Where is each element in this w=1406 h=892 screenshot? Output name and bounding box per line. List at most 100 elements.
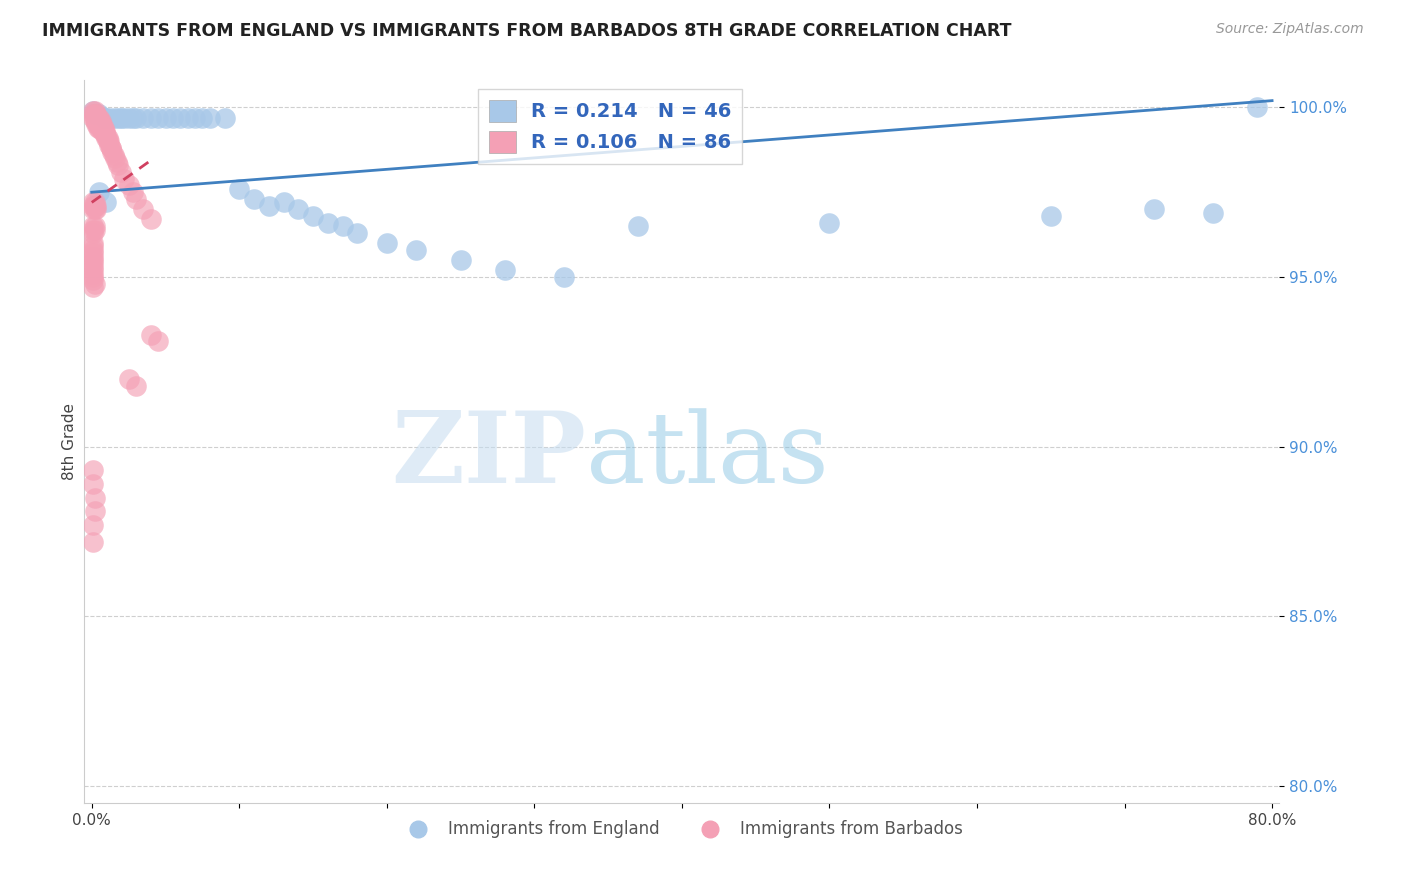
Point <box>98 137 121 152</box>
Point <box>1246 100 1268 114</box>
Point <box>1039 209 1062 223</box>
Point <box>83 103 105 118</box>
Point <box>100 141 122 155</box>
Point <box>90 117 112 131</box>
Point <box>155 111 177 125</box>
Point <box>87 117 110 131</box>
Point <box>83 195 105 210</box>
Point <box>375 236 398 251</box>
Point <box>82 273 104 287</box>
Point <box>87 120 110 135</box>
Point <box>87 185 110 199</box>
Point <box>98 111 121 125</box>
Point <box>82 107 104 121</box>
Legend: Immigrants from England, Immigrants from Barbados: Immigrants from England, Immigrants from… <box>395 814 969 845</box>
Point <box>125 378 148 392</box>
Point <box>87 107 110 121</box>
Point <box>82 236 104 251</box>
Point <box>82 195 104 210</box>
Point <box>122 185 145 199</box>
Point <box>117 372 139 386</box>
Point <box>82 534 104 549</box>
Point <box>83 114 105 128</box>
Point <box>82 103 104 118</box>
Point <box>1143 202 1166 217</box>
Point <box>139 111 162 125</box>
Point <box>450 253 472 268</box>
Point <box>96 195 118 210</box>
Point <box>169 111 191 125</box>
Point <box>214 111 236 125</box>
Point <box>82 256 104 270</box>
Point <box>117 178 139 193</box>
Point <box>83 222 105 236</box>
Point <box>107 158 129 172</box>
Point <box>82 202 104 217</box>
Point <box>146 334 169 349</box>
Point <box>93 111 115 125</box>
Point <box>82 263 104 277</box>
Point <box>132 202 155 217</box>
Point <box>82 517 104 532</box>
Text: ZIP: ZIP <box>391 408 586 505</box>
Point <box>162 111 184 125</box>
Point <box>93 124 115 138</box>
Point <box>84 107 107 121</box>
Point <box>83 491 105 505</box>
Point <box>91 124 114 138</box>
Point <box>191 111 214 125</box>
Point <box>82 219 104 234</box>
Point <box>146 111 169 125</box>
Point <box>96 131 118 145</box>
Point <box>132 111 155 125</box>
Point <box>104 151 127 165</box>
Point <box>86 117 108 131</box>
Point <box>94 124 117 138</box>
Point <box>228 182 250 196</box>
Point <box>103 111 125 125</box>
Text: Source: ZipAtlas.com: Source: ZipAtlas.com <box>1216 22 1364 37</box>
Point <box>91 120 114 135</box>
Point <box>83 219 105 234</box>
Point <box>139 212 162 227</box>
Point <box>112 171 135 186</box>
Point <box>82 222 104 236</box>
Point <box>101 145 124 159</box>
Point <box>83 504 105 518</box>
Point <box>90 114 112 128</box>
Point <box>84 107 107 121</box>
Point <box>83 277 105 291</box>
Point <box>627 219 650 234</box>
Point <box>82 267 104 281</box>
Point <box>83 111 105 125</box>
Point <box>86 114 108 128</box>
Point <box>84 114 107 128</box>
Point <box>105 154 128 169</box>
Point <box>96 128 118 142</box>
Point <box>82 243 104 257</box>
Point <box>125 192 148 206</box>
Point <box>110 165 132 179</box>
Point <box>82 260 104 274</box>
Point <box>82 246 104 260</box>
Point <box>287 202 309 217</box>
Point <box>184 111 207 125</box>
Point <box>107 111 129 125</box>
Point <box>87 111 110 125</box>
Point <box>100 141 122 155</box>
Point <box>122 111 145 125</box>
Point <box>97 131 120 145</box>
Point <box>91 117 114 131</box>
Point <box>96 111 118 125</box>
Point <box>82 239 104 253</box>
Point <box>818 216 841 230</box>
Point <box>332 219 354 234</box>
Point <box>94 128 117 142</box>
Point <box>82 280 104 294</box>
Point <box>87 114 110 128</box>
Point <box>83 107 105 121</box>
Point <box>139 327 162 342</box>
Point <box>93 120 115 135</box>
Point <box>86 120 108 135</box>
Point <box>257 199 280 213</box>
